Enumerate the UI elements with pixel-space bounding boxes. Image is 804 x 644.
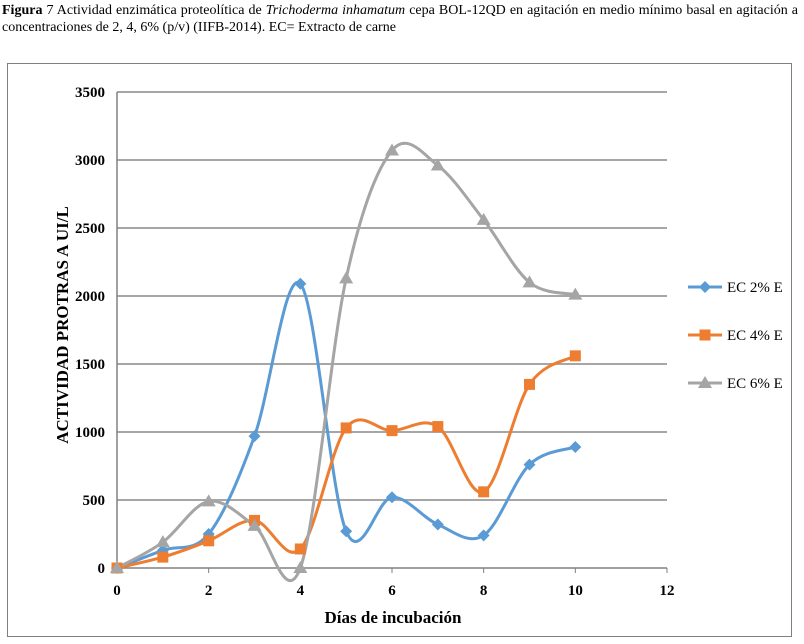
x-tick-label: 10 — [568, 583, 583, 599]
y-tick-label: 3000 — [75, 153, 105, 169]
triangle-series-point — [293, 561, 308, 573]
diamond-series-point — [569, 440, 582, 453]
square-series-point — [569, 350, 581, 362]
series-markers — [110, 143, 583, 574]
square-series-point — [432, 421, 444, 433]
y-tick-label: 3500 — [75, 85, 105, 101]
triangle-series-line — [116, 141, 576, 582]
legend-label: EC 6% E — [727, 376, 783, 392]
y-tick-label: 2000 — [75, 289, 105, 305]
square-series-point — [294, 543, 306, 555]
legend-marker — [698, 376, 712, 388]
legend-marker — [699, 281, 711, 293]
triangle-series-point — [385, 143, 399, 156]
diamond-series-point — [340, 525, 353, 538]
chart-frame — [7, 63, 792, 637]
legend-label: EC 4% E — [727, 328, 783, 344]
x-tick-label: 0 — [113, 583, 121, 599]
y-tick-label: 1500 — [75, 357, 105, 373]
square-series-point — [157, 551, 169, 563]
caption-text-b: cepa BOL-12QD en agitación en medio míni… — [2, 3, 798, 35]
y-tick-labels: 0 500 1000 1500 2000 2500 3000 3500 — [75, 85, 105, 577]
x-tick-label: 4 — [297, 583, 305, 599]
figure-number: 7 — [46, 3, 54, 18]
y-tick-label: 500 — [83, 493, 106, 509]
x-tick-label: 12 — [660, 583, 675, 599]
figure-label: Figura — [2, 3, 43, 18]
legend: EC 2% E EC 4% E EC 6% E — [688, 280, 783, 392]
x-tick-label: 2 — [205, 583, 213, 599]
x-tick-label: 6 — [388, 583, 396, 599]
square-series-point — [478, 486, 490, 498]
diamond-series-point — [523, 458, 536, 471]
legend-label: EC 2% E — [727, 280, 783, 296]
triangle-series-point — [201, 494, 216, 507]
figure-caption: Figura 7 Actividad enzimática proteolíti… — [2, 2, 798, 36]
species-name: Trichoderma inhamatum — [265, 3, 406, 18]
square-series-point — [340, 422, 352, 434]
square-series-point — [386, 425, 398, 437]
caption-text-a: Actividad enzimática proteolítica de — [56, 3, 262, 18]
y-tick-label: 2500 — [75, 221, 105, 237]
diamond-series-point — [294, 277, 307, 290]
triangle-series-point — [155, 535, 170, 548]
diamond-series-point — [477, 529, 490, 542]
triangle-series-point — [339, 271, 354, 284]
triangle-series-point — [247, 518, 262, 531]
triangle-series-point — [430, 158, 445, 171]
y-tick-label: 0 — [98, 561, 106, 577]
square-series-point — [203, 535, 215, 547]
legend-marker — [699, 329, 711, 341]
series-lines — [116, 141, 577, 582]
y-axis-title: ACTIVIDAD PROTRAS A UI/L — [53, 206, 72, 444]
x-tick-label: 8 — [480, 583, 488, 599]
square-series-point — [524, 378, 535, 390]
triangle-series-point — [522, 275, 537, 288]
diamond-series-point — [248, 430, 261, 443]
triangle-series-point — [110, 561, 124, 573]
y-tick-label: 1000 — [75, 425, 105, 441]
diamond-series-point — [431, 518, 444, 531]
triangle-series-point — [568, 287, 583, 300]
diamond-series-point — [386, 491, 398, 504]
x-tick-labels: 0 2 4 6 8 10 12 — [113, 583, 674, 599]
triangle-series-point — [476, 212, 491, 225]
x-axis-title: Días de incubación — [325, 608, 463, 627]
